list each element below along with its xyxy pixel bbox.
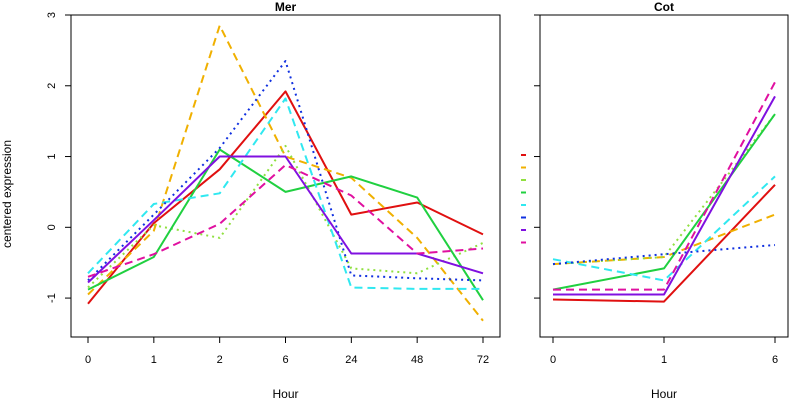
series-line-4 <box>87 148 484 301</box>
series-line-5 <box>87 97 483 290</box>
panel-cot: 0 1 6 Cot Hour <box>534 0 789 400</box>
panel-mer: -1 0 1 2 3 0 1 2 6 24 48 72 Mer Hour <box>46 0 501 400</box>
x-tick-label: 1 <box>661 354 667 366</box>
panel-title: Mer <box>275 0 297 14</box>
series-line-1 <box>552 184 776 303</box>
x-axis-label: Hour <box>651 387 677 400</box>
y-tick-label: 0 <box>46 224 58 230</box>
x-axis-label: Hour <box>272 387 298 400</box>
x-tick-label: 72 <box>477 354 489 366</box>
x-tick-label: 6 <box>772 354 778 366</box>
panel-title: Cot <box>654 0 674 14</box>
y-tick-label: 2 <box>46 83 58 89</box>
x-tick-label: 24 <box>345 354 357 366</box>
series-line-1 <box>87 90 484 305</box>
legend-marks <box>521 154 526 244</box>
series-line-7 <box>87 155 484 284</box>
series-line-6 <box>552 244 776 266</box>
x-tick-label: 1 <box>151 354 157 366</box>
y-tick-label: 1 <box>46 153 58 159</box>
series-line-6 <box>87 60 484 282</box>
chart-panels: -1 0 1 2 3 0 1 2 6 24 48 72 Mer Hour 0 1 6 Cot Hour <box>46 0 789 400</box>
series-line-8 <box>553 81 776 291</box>
series-line-4 <box>552 113 776 291</box>
y-tick-label: 3 <box>46 12 58 18</box>
series-line-8 <box>87 164 484 278</box>
series-line-5 <box>552 175 776 282</box>
x-tick-label: 0 <box>85 354 91 366</box>
y-tick-label: -1 <box>46 293 58 303</box>
y-axis-label: centered expression <box>0 140 14 248</box>
x-tick-label: 6 <box>282 354 288 366</box>
series-line-2 <box>87 24 484 322</box>
series-line-3 <box>87 144 484 289</box>
series-line-3 <box>552 113 776 266</box>
x-tick-label: 2 <box>217 354 223 366</box>
x-tick-label: 48 <box>411 354 423 366</box>
series-line-2 <box>552 213 776 266</box>
series-line-7 <box>553 95 776 296</box>
x-tick-label: 0 <box>550 354 556 366</box>
